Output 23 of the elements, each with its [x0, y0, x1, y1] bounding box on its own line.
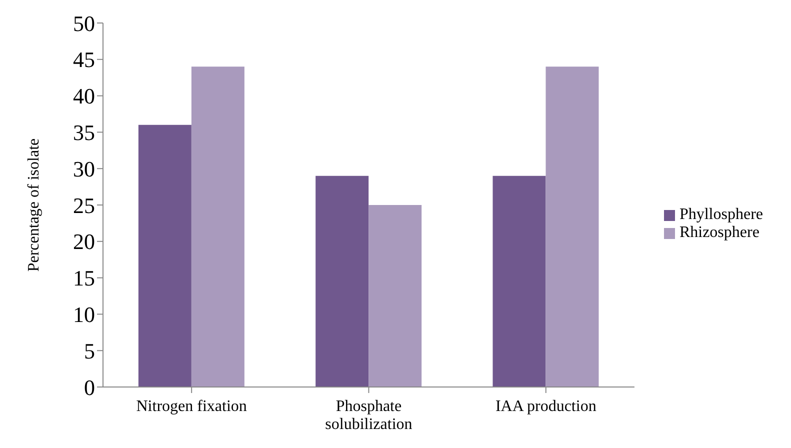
legend-label: Rhizosphere	[679, 224, 760, 241]
bar	[546, 66, 599, 387]
y-tick-label: 35	[73, 120, 95, 146]
legend-label: Phyllosphere	[679, 206, 763, 223]
y-tick-label: 5	[84, 338, 95, 364]
y-tick-label: 45	[73, 47, 95, 72]
y-tick-label: 15	[73, 266, 95, 291]
y-tick-label: 30	[73, 156, 95, 182]
y-tick-label: 10	[73, 302, 95, 328]
y-tick-label: 50	[73, 10, 95, 36]
y-tick-label: 40	[73, 84, 95, 109]
x-tick-label: IAA production	[495, 398, 596, 415]
y-tick-label: 25	[73, 192, 95, 218]
bar	[138, 124, 192, 387]
bar	[316, 176, 369, 387]
bar	[191, 66, 244, 387]
bar	[368, 205, 422, 387]
y-axis-title: Percentage of isolate	[26, 138, 43, 272]
x-tick-label: Phosphate solubilization	[325, 398, 412, 433]
y-tick-label: 0	[84, 374, 95, 400]
bar	[492, 176, 546, 387]
x-tick-label: Nitrogen fixation	[136, 398, 247, 415]
y-tick-label: 20	[73, 229, 95, 254]
